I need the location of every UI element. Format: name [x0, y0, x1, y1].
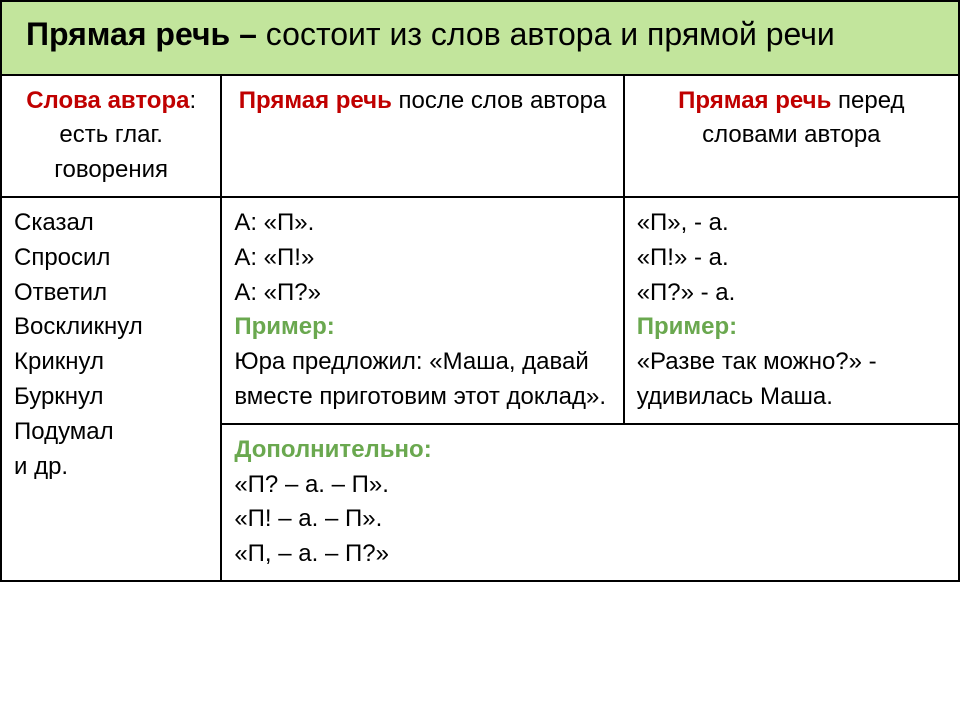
schema: А: «П». — [234, 206, 610, 241]
col2-bold: Прямая речь — [239, 87, 392, 114]
additional-cell: Дополнительно: «П? – а. – П». «П! – а. –… — [221, 424, 959, 581]
verb: Крикнул — [14, 345, 208, 380]
schema: «П? – а. – П». — [234, 468, 946, 503]
schema: «П», - а. — [637, 206, 946, 241]
verb: Подумал — [14, 415, 208, 450]
verb: Ответил — [14, 276, 208, 311]
example-label: Пример: — [234, 310, 610, 345]
example-text: Юра предложил: «Маша, давай вместе приго… — [234, 345, 610, 415]
header-row: Слова автора: есть глаг. говорения Пряма… — [1, 75, 959, 197]
col2-content: А: «П». А: «П!» А: «П?» Пример: Юра пред… — [221, 197, 623, 424]
col2-header: Прямая речь после слов автора — [221, 75, 623, 197]
schema: «П! – а. – П». — [234, 502, 946, 537]
verb: Буркнул — [14, 380, 208, 415]
rules-table: Слова автора: есть глаг. говорения Пряма… — [0, 74, 960, 582]
schema: А: «П?» — [234, 276, 610, 311]
schema: «П?» - а. — [637, 276, 946, 311]
col2-rest: после слов автора — [392, 87, 606, 114]
title-banner: Прямая речь – состоит из слов автора и п… — [0, 0, 960, 74]
schema: «П, – а. – П?» — [234, 537, 946, 572]
verb: Спросил — [14, 241, 208, 276]
verb: Сказал — [14, 206, 208, 241]
schema: «П!» - а. — [637, 241, 946, 276]
col1-header: Слова автора: есть глаг. говорения — [1, 75, 221, 197]
example-text: «Разве так можно?» - удивилась Маша. — [637, 345, 946, 415]
col1-label: Слова автора — [26, 87, 189, 114]
example-label: Пример: — [637, 310, 946, 345]
col3-bold: Прямая речь — [678, 87, 831, 114]
verbs-cell: Сказал Спросил Ответил Воскликнул Крикну… — [1, 197, 221, 581]
title-bold: Прямая речь – — [26, 16, 266, 52]
col3-content: «П», - а. «П!» - а. «П?» - а. Пример: «Р… — [624, 197, 959, 424]
content-row: Сказал Спросил Ответил Воскликнул Крикну… — [1, 197, 959, 424]
schema: А: «П!» — [234, 241, 610, 276]
title-text: Прямая речь – состоит из слов автора и п… — [26, 16, 835, 52]
title-rest: состоит из слов автора и прямой речи — [266, 16, 835, 52]
verb: и др. — [14, 450, 208, 485]
additional-label: Дополнительно: — [234, 433, 946, 468]
verb: Воскликнул — [14, 310, 208, 345]
col3-header: Прямая речь перед словами автора — [624, 75, 959, 197]
